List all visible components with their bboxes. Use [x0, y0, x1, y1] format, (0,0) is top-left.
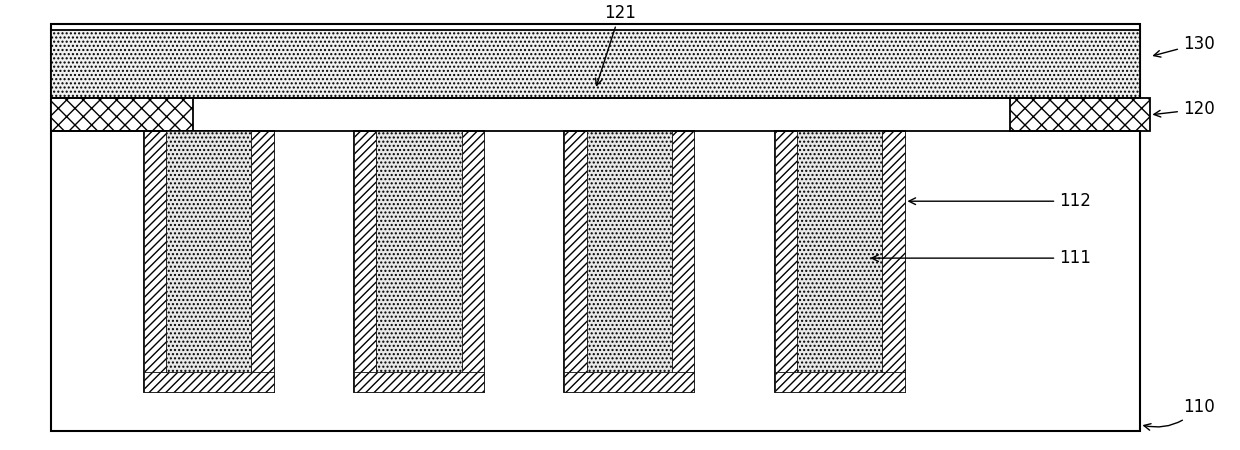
Bar — [775, 131, 904, 391]
Text: 121: 121 — [595, 4, 636, 85]
Bar — [564, 131, 587, 372]
Bar — [775, 131, 797, 372]
Bar — [353, 131, 376, 372]
Bar — [883, 131, 904, 372]
Bar — [144, 131, 166, 372]
Bar — [587, 131, 672, 372]
Text: 112: 112 — [909, 192, 1091, 210]
Bar — [376, 131, 461, 372]
Text: 120: 120 — [1154, 100, 1215, 118]
Bar — [144, 131, 274, 391]
Bar — [353, 131, 484, 391]
Bar — [51, 98, 193, 131]
Bar — [51, 24, 1140, 431]
Bar — [564, 372, 694, 392]
Bar — [564, 131, 694, 391]
Bar — [353, 372, 484, 392]
Bar — [797, 131, 883, 372]
Bar — [461, 131, 484, 372]
Bar — [252, 131, 274, 372]
Bar — [51, 31, 1140, 98]
Bar — [672, 131, 694, 372]
Bar — [144, 372, 274, 392]
Text: 110: 110 — [1143, 398, 1215, 430]
Bar — [1009, 98, 1149, 131]
Text: 111: 111 — [872, 249, 1091, 267]
Text: 130: 130 — [1153, 35, 1215, 57]
Bar — [775, 372, 904, 392]
Bar — [166, 131, 252, 372]
